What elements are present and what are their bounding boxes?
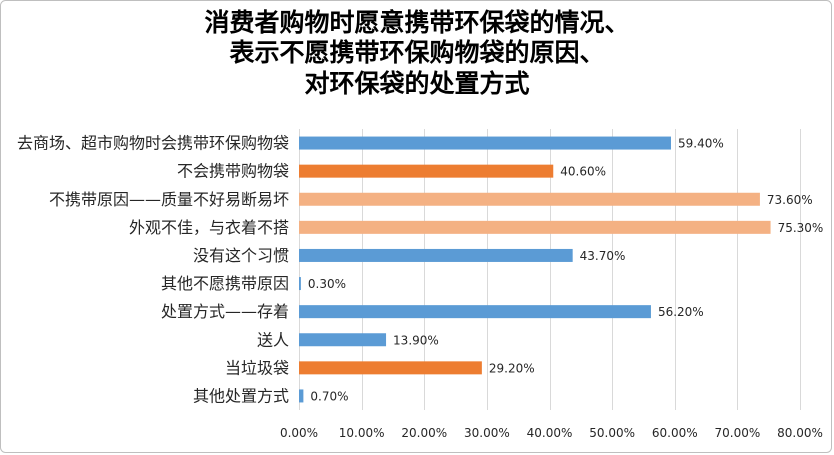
- data-label: 0.30%: [308, 277, 346, 291]
- x-tick-label: 0.00%: [280, 426, 318, 440]
- category-label: 其他不愿携带原因: [161, 274, 289, 293]
- bar-3: [299, 192, 760, 206]
- data-label: 40.60%: [560, 165, 606, 179]
- chart-title: 消费者购物时愿意携带环保袋的情况、 表示不愿携带环保购物袋的原因、 对环保袋的处…: [204, 8, 629, 98]
- x-tick-label: 40.00%: [527, 426, 573, 440]
- category-label: 送人: [257, 330, 289, 349]
- bar-5: [299, 248, 573, 262]
- x-tick-label: 10.00%: [339, 426, 385, 440]
- x-tick-label: 70.00%: [714, 426, 760, 440]
- category-label: 没有这个习惯: [193, 246, 289, 265]
- bar-8: [299, 333, 387, 347]
- data-label: 43.70%: [580, 249, 626, 263]
- bar-4: [299, 220, 771, 234]
- data-label: 75.30%: [778, 221, 824, 235]
- category-label: 处置方式——存着: [161, 302, 289, 321]
- x-tick-label: 20.00%: [401, 426, 447, 440]
- data-label: 59.40%: [678, 137, 724, 151]
- bar-6: [299, 277, 301, 291]
- bars: [299, 136, 771, 403]
- category-label: 其他处置方式: [193, 386, 289, 405]
- category-labels: 去商场、超市购物时会携带环保购物袋不会携带购物袋不携带原因——质量不好易断易坏外…: [17, 134, 289, 406]
- x-axis-tick-labels: 0.00% 10.00% 20.00% 30.00% 40.00% 50.00% 60.00…: [280, 426, 823, 440]
- bar-7: [299, 305, 651, 319]
- x-tick-label: 60.00%: [652, 426, 698, 440]
- bar-9: [299, 361, 482, 375]
- category-label: 去商场、超市购物时会携带环保购物袋: [17, 134, 289, 153]
- data-label: 29.20%: [489, 361, 535, 375]
- data-label: 0.70%: [310, 389, 348, 403]
- bar-1: [299, 136, 671, 150]
- category-label: 不携带原因——质量不好易断易坏: [49, 190, 289, 209]
- data-label: 73.60%: [767, 193, 813, 207]
- data-label: 56.20%: [658, 305, 704, 319]
- x-tick-label: 50.00%: [589, 426, 635, 440]
- x-tick-label: 30.00%: [464, 426, 510, 440]
- x-tick-label: 80.00%: [777, 426, 823, 440]
- category-label: 当垃圾袋: [225, 358, 289, 377]
- data-label: 13.90%: [393, 333, 439, 347]
- bar-2: [299, 164, 554, 178]
- chart-title-line-2: 表示不愿携带环保购物袋的原因、: [229, 38, 604, 67]
- category-label: 不会携带购物袋: [177, 162, 289, 181]
- chart-title-line-3: 对环保袋的处置方式: [304, 69, 529, 98]
- bar-10: [299, 389, 304, 403]
- data-labels: 59.40% 40.60% 73.60% 75.30% 43.70% 0.30% 56.20…: [308, 137, 823, 404]
- chart-title-line-1: 消费者购物时愿意携带环保袋的情况、: [204, 8, 629, 37]
- category-label: 外观不佳，与衣着不搭: [129, 218, 289, 237]
